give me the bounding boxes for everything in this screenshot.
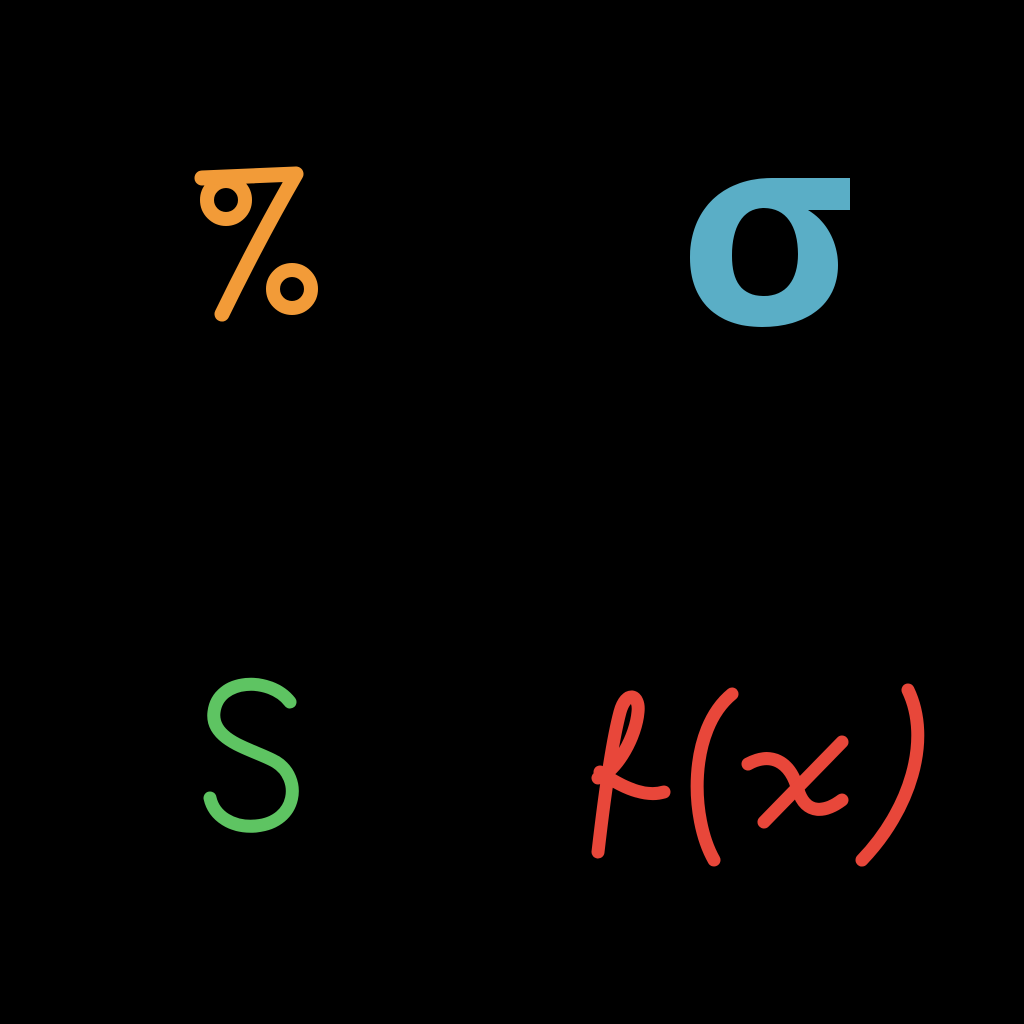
percent-top-circle xyxy=(200,174,252,226)
function-x-stroke-b xyxy=(757,735,849,829)
function-f-glyph xyxy=(591,690,671,859)
function-close-paren xyxy=(855,683,925,867)
percent-icon xyxy=(194,166,318,322)
percent-bottom-circle xyxy=(266,263,318,315)
s-letter-icon xyxy=(203,677,299,833)
function-notation-icon xyxy=(591,683,925,867)
sigma-glyph xyxy=(690,178,850,327)
s-letter-glyph xyxy=(203,677,299,833)
percent-slash xyxy=(194,166,304,322)
function-open-paren xyxy=(690,687,739,867)
sigma-icon xyxy=(690,178,850,327)
